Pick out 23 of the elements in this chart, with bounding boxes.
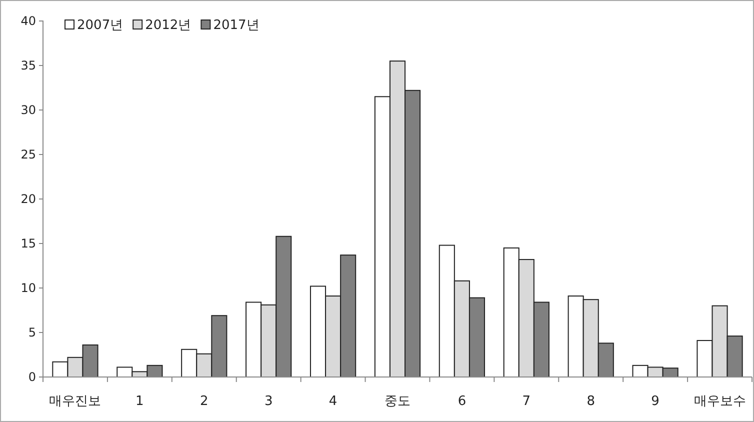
x-tick-label: 중도 (384, 394, 410, 409)
x-tick-label: 1 (136, 394, 144, 409)
x-tick-label: 매우진보 (49, 394, 102, 409)
x-tick-label: 7 (522, 394, 531, 409)
x-tick-label: 매우보수 (694, 394, 746, 409)
x-tick-label: 6 (458, 394, 466, 409)
y-tick-label: 30 (20, 102, 36, 117)
x-tick-label: 8 (586, 394, 596, 409)
legend-label: 2012년 (145, 18, 192, 33)
y-tick-label: 40 (20, 14, 36, 28)
y-tick-label: 10 (20, 280, 36, 295)
x-tick-label: 4 (328, 394, 338, 409)
legend-label: 2007년 (77, 18, 124, 33)
x-tick-label: 3 (264, 394, 273, 409)
y-tick-label: 35 (20, 58, 36, 72)
y-tick-label: 0 (28, 370, 36, 384)
y-tick-label: 25 (20, 147, 36, 162)
x-tick-label: 9 (651, 394, 660, 409)
y-tick-label: 15 (20, 236, 36, 250)
y-tick-label: 5 (28, 325, 36, 340)
y-tick-label: 20 (20, 192, 36, 206)
legend-label: 2017년 (213, 18, 260, 33)
x-tick-label: 2 (200, 394, 208, 409)
